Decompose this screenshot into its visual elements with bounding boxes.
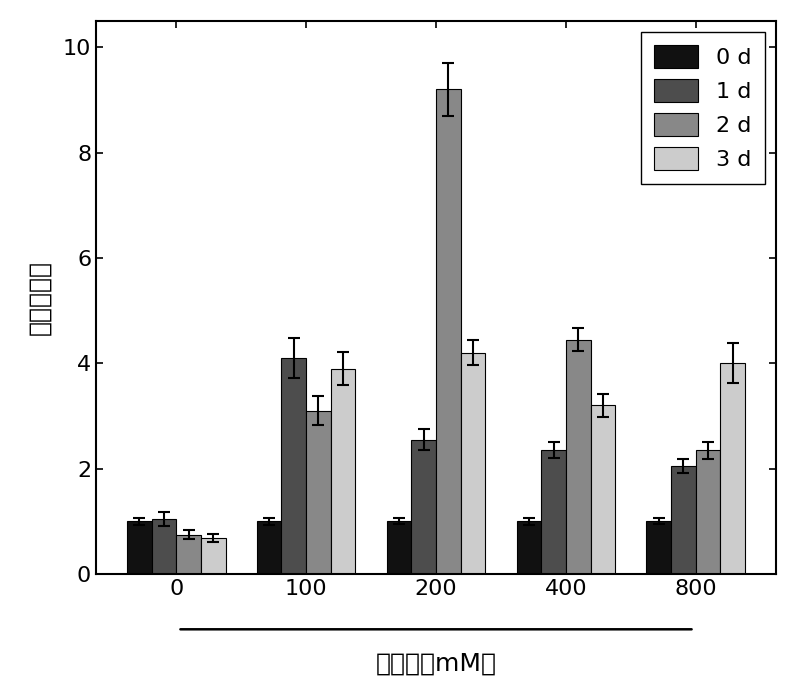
Legend: 0 d, 1 d, 2 d, 3 d: 0 d, 1 d, 2 d, 3 d [641, 32, 765, 183]
Bar [282, 358, 306, 574]
Bar [590, 405, 615, 574]
Bar [331, 369, 355, 574]
Bar [517, 522, 541, 574]
Bar [696, 450, 721, 574]
Bar [201, 538, 226, 574]
Bar [566, 340, 590, 574]
Bar [176, 535, 201, 574]
Y-axis label: 相对表达量: 相对表达量 [28, 260, 52, 335]
Bar [127, 522, 151, 574]
Text: 氯化钔（mM）: 氯化钔（mM） [375, 652, 497, 676]
Bar [541, 450, 566, 574]
Bar [306, 411, 331, 574]
Bar [257, 522, 282, 574]
Bar [436, 90, 461, 574]
Bar [646, 522, 671, 574]
Bar [386, 522, 411, 574]
Bar [461, 353, 486, 574]
Bar [721, 363, 745, 574]
Bar [671, 466, 696, 574]
Bar [411, 440, 436, 574]
Bar [151, 519, 176, 574]
